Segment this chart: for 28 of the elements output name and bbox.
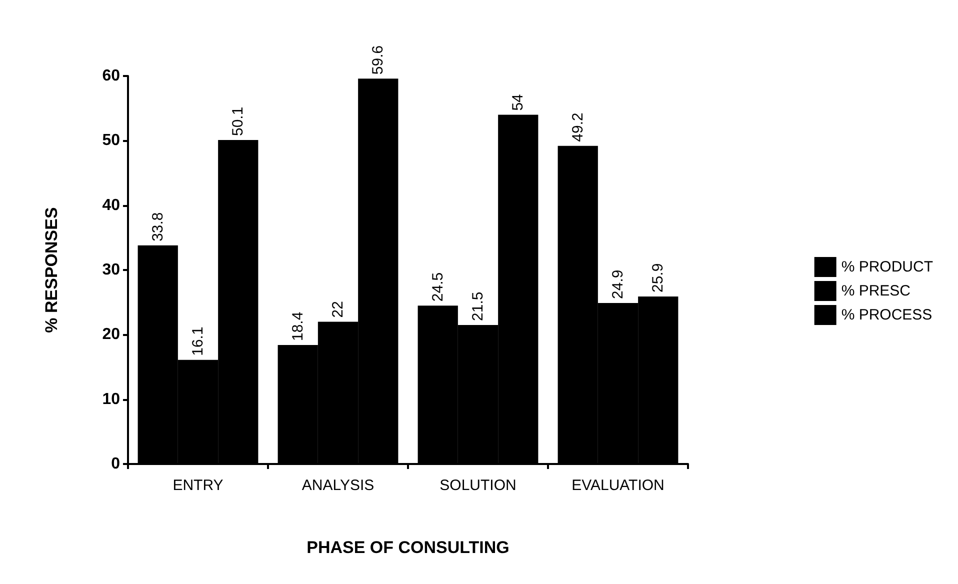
x-tick-label: SOLUTION	[440, 477, 516, 494]
x-tick-label: ENTRY	[172, 477, 224, 494]
data-label: 22	[330, 301, 346, 318]
y-tick-label: 0	[111, 456, 120, 472]
data-label: 24.9	[610, 270, 626, 299]
x-tick-label: EVALUATION	[572, 477, 664, 494]
x-tick-label: ANALYSIS	[302, 477, 374, 494]
data-label: 18.4	[289, 312, 306, 342]
data-label: 33.8	[149, 212, 166, 242]
data-label: 49.2	[569, 112, 586, 142]
y-tick-label: 20	[102, 326, 120, 344]
y-tick-label: 40	[102, 196, 120, 214]
data-label: 54	[510, 94, 527, 111]
legend-label: % PRODUCT	[841, 258, 933, 276]
y-tick-label: 30	[102, 262, 120, 278]
y-tick-label: 10	[102, 390, 120, 408]
y-tick-label: 50	[102, 132, 120, 150]
data-label: 21.5	[470, 292, 486, 321]
data-label: 24.5	[429, 272, 446, 302]
legend-label: % PROCESS	[841, 306, 932, 324]
y-tick-label: 60	[102, 68, 120, 84]
y-axis-title: % RESPONSES	[42, 207, 61, 333]
x-axis-title: PHASE OF CONSULTING	[306, 538, 510, 557]
data-label: 59.6	[370, 45, 387, 75]
data-label: 16.1	[190, 326, 206, 356]
data-label: 25.9	[650, 263, 667, 293]
legend-label: % PRESC	[841, 282, 911, 300]
data-label: 50.1	[230, 106, 247, 136]
